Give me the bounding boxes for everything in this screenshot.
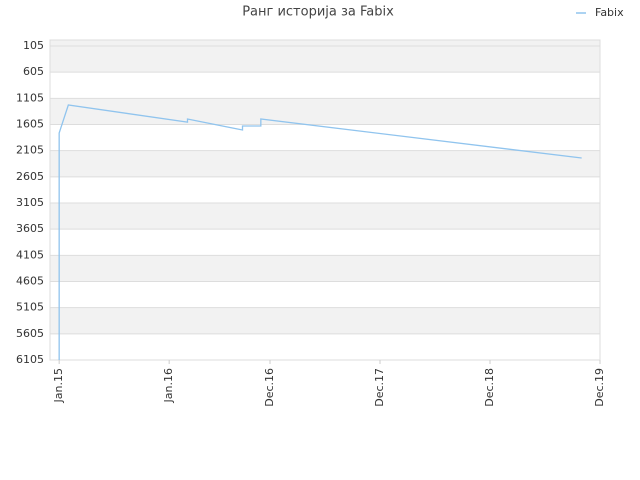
x-tick-label: Jan.16 [162, 368, 175, 403]
y-tick-label: 1605 [16, 118, 44, 131]
series-line [58, 104, 582, 360]
legend-label: Fabix [595, 6, 624, 19]
x-tick-label: Jan.15 [52, 368, 65, 403]
y-tick-label: 3605 [16, 222, 44, 235]
grid-band [50, 150, 600, 177]
y-tick-label: 605 [23, 65, 44, 78]
grid-band [50, 307, 600, 334]
x-tick-label: Dec.18 [483, 368, 496, 407]
y-tick-label: 5105 [16, 301, 44, 314]
y-tick-label: 5605 [16, 327, 44, 340]
chart-title: Ранг историја за Fabix [242, 5, 394, 20]
grid-band [50, 255, 600, 282]
y-tick-label: 2605 [16, 170, 44, 183]
grid-band [50, 46, 600, 73]
grid-band [50, 203, 600, 230]
plot-area [50, 40, 600, 360]
plot-frame [49, 39, 601, 361]
x-tick-label: Dec.19 [593, 368, 606, 407]
y-tick-label: 6105 [16, 353, 44, 366]
y-tick-label: 4605 [16, 275, 44, 288]
x-tick-label: Dec.16 [263, 368, 276, 407]
y-tick-label: 2105 [16, 144, 44, 157]
y-tick-label: 1105 [16, 91, 44, 104]
grid-band [50, 40, 600, 47]
y-tick-label: 105 [23, 39, 44, 52]
grid-band [50, 98, 600, 125]
y-tick-label: 4105 [16, 248, 44, 261]
y-tick-label: 3105 [16, 196, 44, 209]
x-tick-label: Dec.17 [373, 368, 386, 407]
